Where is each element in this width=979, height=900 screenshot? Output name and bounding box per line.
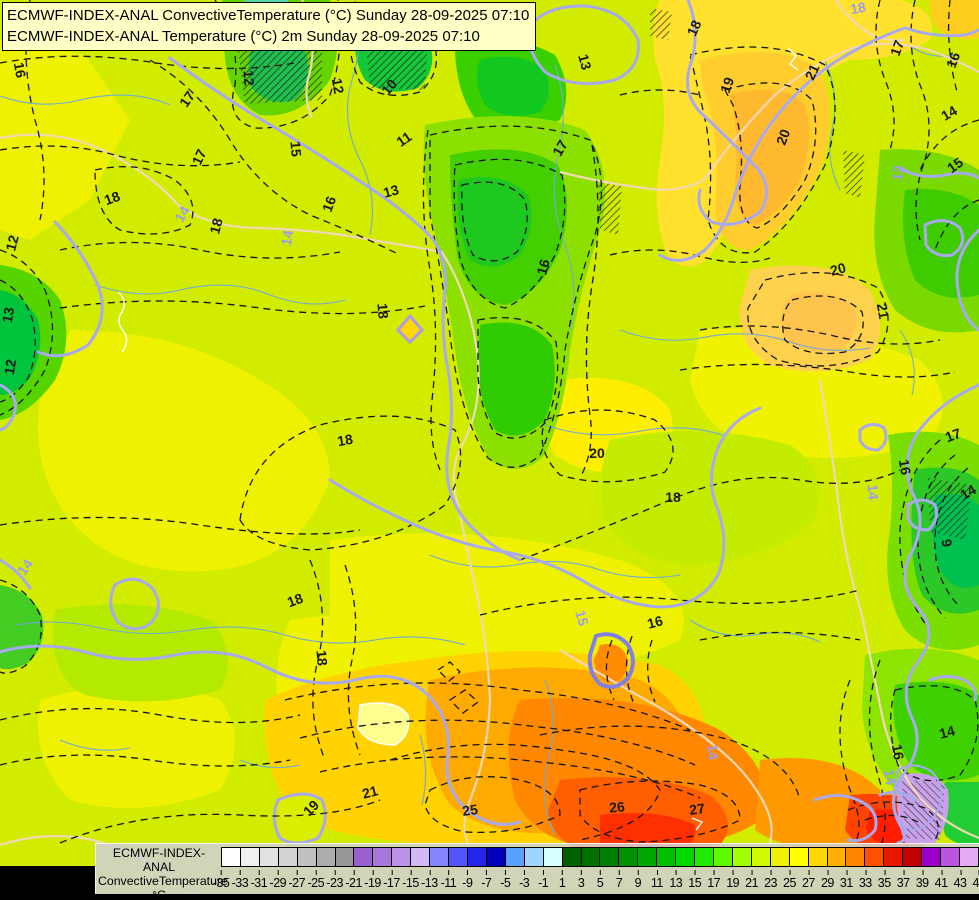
legend-color-scale (221, 847, 979, 867)
legend-color-box (523, 847, 544, 867)
legend-tick-label: -33 (231, 870, 249, 890)
legend-tick-label: 19 (726, 870, 740, 890)
legend-tick-label: -9 (462, 870, 473, 890)
legend-panel: ECMWF-INDEX-ANAL ConvectiveTemperature °… (95, 843, 979, 900)
legend-color-box (845, 847, 866, 867)
legend-tick-label: -19 (364, 870, 381, 890)
contour-lines-dashed (0, 0, 979, 844)
legend-tick-label: 15 (688, 870, 702, 890)
legend-tick-label: 39 (915, 870, 929, 890)
legend-tick-label: -11 (440, 870, 457, 890)
legend-color-box (637, 847, 658, 867)
legend-color-box (656, 847, 677, 867)
legend-color-box (958, 847, 979, 867)
legend-color-box (807, 847, 828, 867)
legend-meta: ECMWF-INDEX-ANAL ConvectiveTemperature °… (98, 846, 228, 900)
temperature-contours-lavender (0, 0, 979, 845)
map-title-line2: ECMWF-INDEX-ANAL Temperature (°C) 2m Sun… (7, 28, 480, 45)
legend-color-box (542, 847, 563, 867)
bottom-black-strip (0, 894, 979, 900)
legend-color-box (750, 847, 771, 867)
legend-parameter-label: ConvectiveTemperature (98, 874, 228, 888)
map-title-line1: ECMWF-INDEX-ANAL ConvectiveTemperature (… (7, 7, 530, 24)
legend-color-box (448, 847, 468, 867)
legend-color-box (277, 847, 298, 867)
legend-tick-label: 9 (634, 870, 642, 890)
legend-tick-label: 33 (858, 870, 872, 890)
legend-color-box (353, 847, 374, 867)
legend-color-box (694, 847, 714, 867)
legend-tick-label: 21 (745, 870, 759, 890)
legend-color-box (221, 847, 241, 867)
legend-color-box (485, 847, 506, 867)
map-title-box: ECMWF-INDEX-ANAL ConvectiveTemperature (… (2, 2, 537, 51)
legend-tick-label: 35 (877, 870, 891, 890)
legend-color-box (296, 847, 317, 867)
legend-color-box (883, 847, 904, 867)
legend-tick-label: 25 (783, 870, 796, 890)
legend-color-box (504, 847, 525, 867)
legend-color-box (258, 847, 279, 867)
legend-tick-label: -13 (421, 870, 438, 890)
legend-color-box (410, 847, 431, 867)
legend-tick-label: -23 (326, 870, 343, 890)
legend-tick-label: 37 (896, 870, 910, 890)
legend-color-box (712, 847, 733, 867)
legend-color-box (429, 847, 450, 867)
legend-color-box (675, 847, 696, 867)
legend-tick-label: -5 (500, 870, 511, 890)
legend-color-box (902, 847, 923, 867)
legend-color-box (826, 847, 847, 867)
white-contour-lines (117, 47, 799, 831)
legend-color-box (561, 847, 582, 867)
legend-tick-label: -7 (481, 870, 492, 890)
legend-tick-label: -35 (212, 870, 230, 890)
legend-tick-label: -31 (250, 870, 268, 890)
legend-color-box (599, 847, 620, 867)
legend-color-box (618, 847, 639, 867)
legend-tick-label: 43 (953, 870, 967, 890)
legend-tick-label: 13 (669, 870, 683, 890)
legend-tick-label: -29 (269, 870, 287, 890)
legend-tick-label: 5 (596, 870, 604, 890)
legend-color-box (334, 847, 355, 867)
legend-tick-label: -3 (519, 870, 530, 890)
legend-color-box (769, 847, 790, 867)
legend-tick-label: 1 (558, 870, 566, 890)
legend-tick-label: -21 (345, 870, 362, 890)
legend-color-box (391, 847, 412, 867)
legend-color-box (466, 847, 487, 867)
legend-color-box (921, 847, 942, 867)
legend-tick-label: 7 (615, 870, 623, 890)
legend-tick-label: 45 (973, 870, 979, 890)
legend-tick-label: 11 (650, 870, 663, 890)
legend-model-label: ECMWF-INDEX-ANAL (112, 846, 206, 874)
legend-tick-label: 31 (839, 870, 853, 890)
legend-color-box (372, 847, 393, 867)
legend-tick-label: 3 (577, 870, 585, 890)
legend-tick-label: 27 (801, 870, 815, 890)
legend-tick-label: -25 (307, 870, 325, 890)
legend-tick-label: -1 (538, 870, 549, 890)
legend-tick-label: -15 (402, 870, 419, 890)
legend-tick-label: 41 (934, 870, 948, 890)
legend-tick-label: 23 (764, 870, 777, 890)
legend-color-box (315, 847, 336, 867)
legend-tick-label: 17 (707, 870, 721, 890)
legend-tick-label: -17 (383, 870, 400, 890)
legend-tick-label: 29 (820, 870, 834, 890)
legend-color-box (788, 847, 809, 867)
legend-color-box (239, 847, 260, 867)
legend-color-box (580, 847, 601, 867)
legend-color-box (940, 847, 960, 867)
legend-color-box (731, 847, 752, 867)
legend-tick-labels: -35 -33 -31 -29 -27 -25 -23 -21 -19 -17 -15 -13 -11-… (213, 870, 979, 891)
legend-color-box (864, 847, 885, 867)
legend-tick-label: -27 (288, 870, 306, 890)
